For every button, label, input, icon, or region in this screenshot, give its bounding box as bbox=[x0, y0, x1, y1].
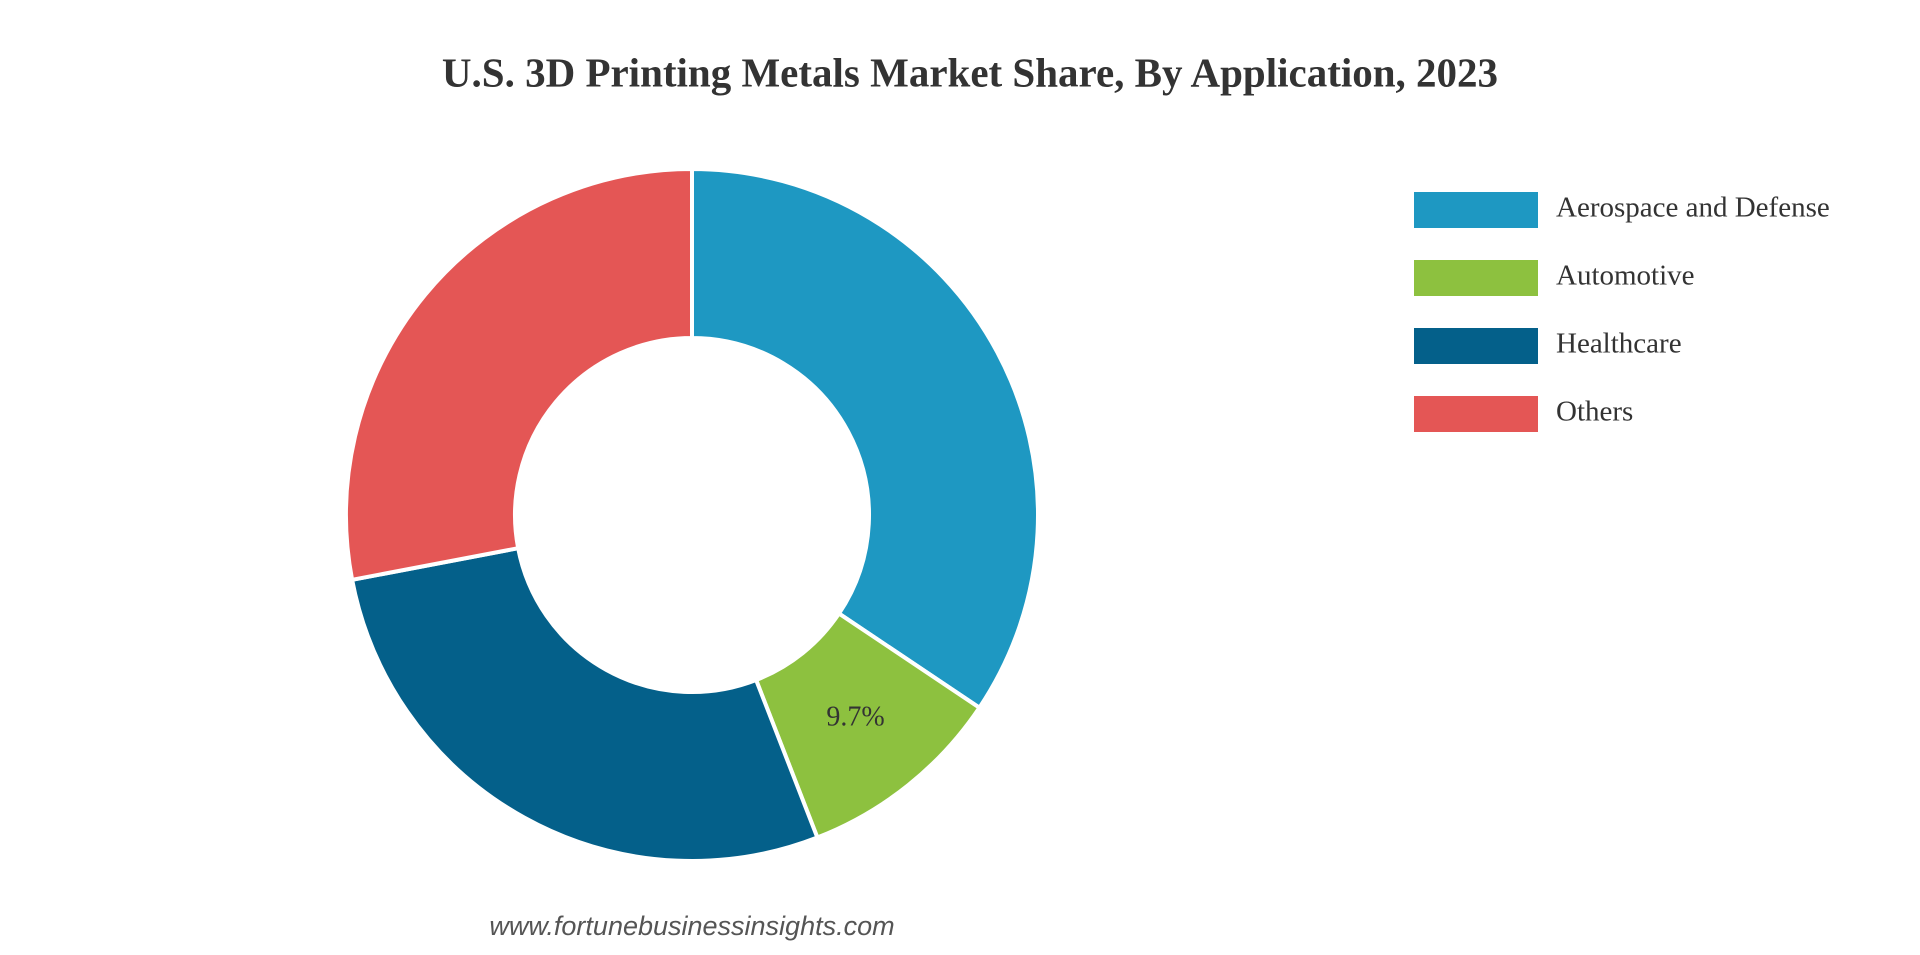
legend-swatch bbox=[1414, 396, 1538, 432]
legend-label: Healthcare bbox=[1556, 328, 1682, 360]
donut-slice bbox=[344, 166, 694, 583]
legend-label: Others bbox=[1556, 396, 1633, 428]
legend-swatch bbox=[1414, 328, 1538, 364]
donut-slice bbox=[349, 545, 820, 863]
chart-title: U.S. 3D Printing Metals Market Share, By… bbox=[442, 49, 1498, 95]
source: www.fortunebusinessinsights.com bbox=[489, 911, 894, 941]
legend-label: Aerospace and Defense bbox=[1556, 192, 1830, 224]
donut-slice bbox=[690, 166, 1040, 711]
legend-label: Automotive bbox=[1556, 260, 1695, 292]
legend-swatch bbox=[1414, 260, 1538, 296]
legend-swatch bbox=[1414, 192, 1538, 228]
data-label: 9.7% bbox=[826, 702, 884, 733]
